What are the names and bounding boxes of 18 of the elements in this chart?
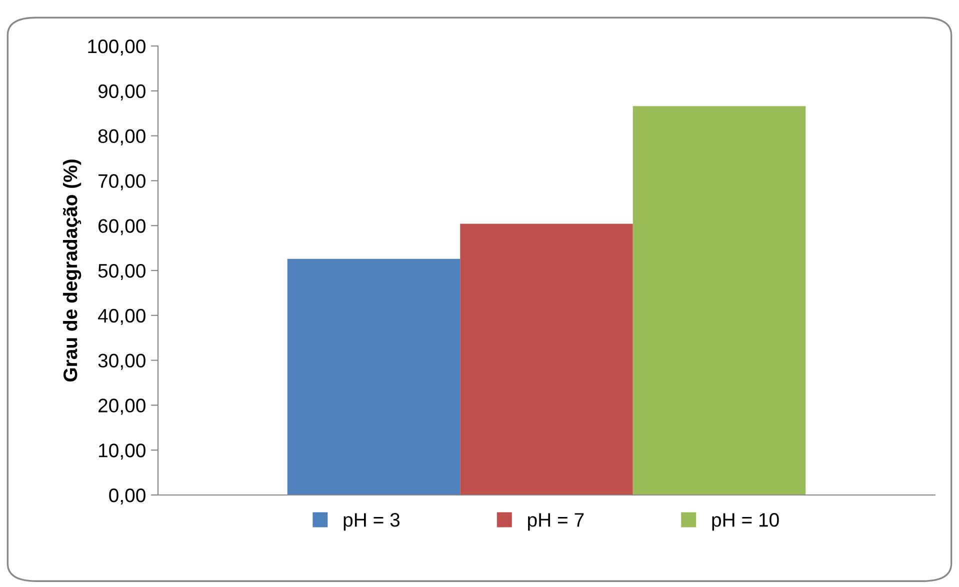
legend-label: pH = 3 (344, 513, 400, 531)
y-tick-label: 40,00 (98, 308, 146, 325)
y-tick-label: 60,00 (98, 219, 146, 236)
y-tick-label: 70,00 (98, 174, 146, 190)
y-tick-label: 100,00 (88, 39, 146, 56)
y-tick-label: 50,00 (98, 264, 146, 280)
legend-label: pH = 10 (712, 513, 779, 531)
y-tick-label: 80,00 (98, 129, 146, 146)
bar (287, 258, 460, 495)
y-tick-label: 20,00 (98, 398, 146, 415)
y-tick-label: 10,00 (99, 444, 146, 460)
y-tick-label: 0,00 (109, 488, 146, 505)
y-tick-label: 90,00 (98, 84, 146, 100)
bar (632, 106, 806, 495)
bar (460, 224, 633, 495)
legend-label: pH = 7 (528, 513, 584, 531)
y-axis-title: Grau de degradação (%) (62, 160, 82, 382)
y-tick-label: 30,00 (98, 354, 146, 370)
